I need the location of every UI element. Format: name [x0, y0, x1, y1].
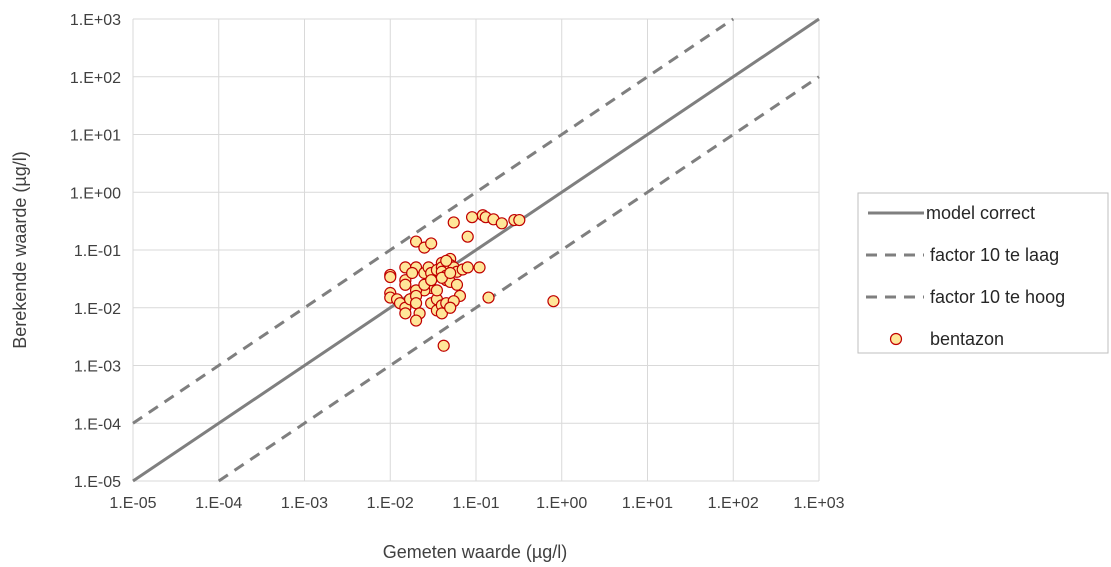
- legend-label-bentazon: bentazon: [930, 329, 1004, 349]
- legend-item-bentazon: bentazon: [889, 329, 1004, 349]
- y-tick-label: 1.E-04: [74, 416, 121, 433]
- x-axis-tick-labels: 1.E-05 1.E-04 1.E-03 1.E-02 1.E-01 1.E+00 1.E+…: [109, 495, 844, 512]
- data-point: [409, 235, 423, 248]
- y-axis-title: Berekende waarde (µg/l): [10, 151, 30, 348]
- x-tick-label: 1.E-03: [281, 495, 328, 512]
- y-tick-label: 1.E+01: [70, 128, 121, 145]
- x-tick-label: 1.E-04: [195, 495, 242, 512]
- legend-label-model-correct: model correct: [926, 203, 1035, 223]
- data-point: [482, 291, 495, 304]
- y-tick-label: 1.E-05: [74, 474, 121, 491]
- x-tick-label: 1.E+03: [793, 495, 844, 512]
- data-point: [461, 261, 474, 274]
- legend: model correct factor 10 te laag factor 1…: [857, 192, 1109, 354]
- y-tick-label: 1.E-03: [74, 359, 121, 376]
- x-tick-label: 1.E+00: [536, 495, 587, 512]
- data-point: [399, 278, 412, 291]
- data-point: [384, 270, 397, 284]
- legend-label-factor-10-te-hoog: factor 10 te hoog: [930, 287, 1065, 307]
- x-tick-label: 1.E+01: [622, 495, 673, 512]
- x-tick-label: 1.E+02: [708, 495, 759, 512]
- x-tick-label: 1.E-01: [452, 495, 499, 512]
- reference-line-factor-10-te-hoog: [217, 75, 820, 483]
- data-point: [465, 211, 479, 224]
- data-point: [406, 266, 419, 280]
- data-point: [409, 297, 423, 310]
- y-tick-label: 1.E-02: [74, 301, 121, 318]
- data-point: [399, 307, 412, 320]
- data-point: [435, 307, 448, 320]
- data-point: [513, 213, 526, 227]
- data-point: [444, 301, 457, 314]
- legend-item-factor-10-te-hoog: factor 10 te hoog: [866, 287, 1065, 307]
- data-point: [447, 216, 460, 229]
- data-point: [437, 339, 450, 352]
- legend-marker-circle-icon: [889, 332, 903, 346]
- data-point: [444, 266, 457, 280]
- legend-label-factor-10-te-laag: factor 10 te laag: [930, 245, 1059, 265]
- reference-lines: [132, 17, 820, 483]
- data-point: [425, 237, 438, 250]
- data-point: [495, 217, 508, 230]
- y-tick-label: 1.E+00: [70, 185, 121, 202]
- legend-item-model-correct: model correct: [868, 203, 1035, 223]
- y-tick-label: 1.E-01: [74, 243, 121, 260]
- data-point: [409, 314, 423, 327]
- data-point: [450, 278, 464, 291]
- data-point: [473, 261, 486, 274]
- legend-item-factor-10-te-laag: factor 10 te laag: [866, 245, 1059, 265]
- y-axis-tick-labels: 1.E-05 1.E-04 1.E-03 1.E-02 1.E-01 1.E+00 1.E+…: [70, 12, 121, 491]
- data-point: [425, 274, 438, 287]
- data-point: [440, 254, 453, 267]
- x-tick-label: 1.E-05: [109, 495, 156, 512]
- x-tick-label: 1.E-02: [367, 495, 414, 512]
- x-axis-title: Gemeten waarde (µg/l): [383, 542, 567, 562]
- y-tick-label: 1.E+03: [70, 12, 121, 29]
- data-point: [461, 230, 474, 243]
- data-points: [384, 209, 560, 352]
- reference-line-factor-10-te-laag: [132, 17, 735, 425]
- y-tick-label: 1.E+02: [70, 70, 121, 87]
- reference-line-model-correct: [132, 17, 820, 483]
- data-point: [430, 284, 444, 297]
- data-point: [547, 295, 560, 308]
- legend-frame: [857, 192, 1109, 354]
